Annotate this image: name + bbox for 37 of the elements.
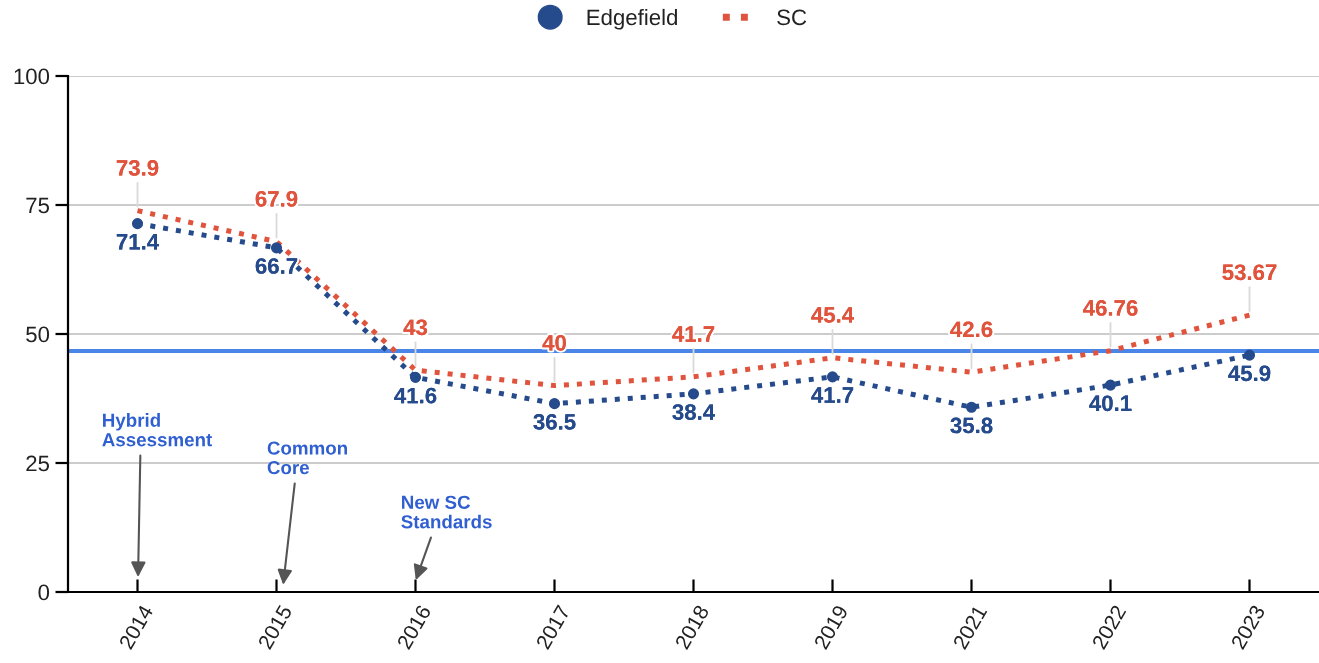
point: [1243, 349, 1256, 361]
data-label: 38.4: [672, 404, 716, 420]
data-label: 45.9: [1228, 365, 1271, 382]
point: [826, 371, 839, 383]
annotation: Hybrid Assessment: [102, 413, 213, 447]
point: [270, 242, 283, 254]
legend-label: Edgefield: [587, 8, 677, 30]
data-label: 67.9: [255, 190, 298, 207]
data-label: 73.9: [116, 159, 159, 176]
y-tick-label: 50: [26, 326, 50, 343]
point: [1104, 379, 1117, 391]
data-label: 42.6: [950, 321, 993, 338]
data-label: 36.5: [533, 413, 576, 430]
data-label: 35.8: [950, 417, 993, 434]
point: [409, 371, 422, 383]
annotation: Common Core: [267, 441, 347, 475]
point: [548, 398, 561, 410]
data-label: 41.7: [672, 326, 715, 342]
data-label: 46.76: [1083, 300, 1138, 316]
data-label: 40.1: [1089, 395, 1132, 412]
data-label: 41.6: [394, 387, 437, 404]
point: [131, 218, 144, 230]
point: [965, 401, 978, 413]
data-label: 71.4: [116, 234, 160, 250]
data-label: 66.7: [255, 258, 298, 274]
annotation: New SC Standards: [401, 495, 492, 529]
y-tick-label: 0: [38, 584, 50, 601]
data-label: 53.67: [1222, 264, 1277, 281]
legend-label: SC: [777, 9, 807, 26]
y-tick-label: 75: [26, 197, 50, 214]
data-label: 45.4: [811, 307, 855, 323]
y-tick-label: 25: [26, 455, 50, 472]
point: [687, 388, 700, 400]
y-tick-label: 100: [14, 68, 50, 85]
data-label: 43: [403, 319, 428, 336]
data-label: 41.7: [811, 387, 854, 403]
data-label: 40: [542, 334, 566, 351]
